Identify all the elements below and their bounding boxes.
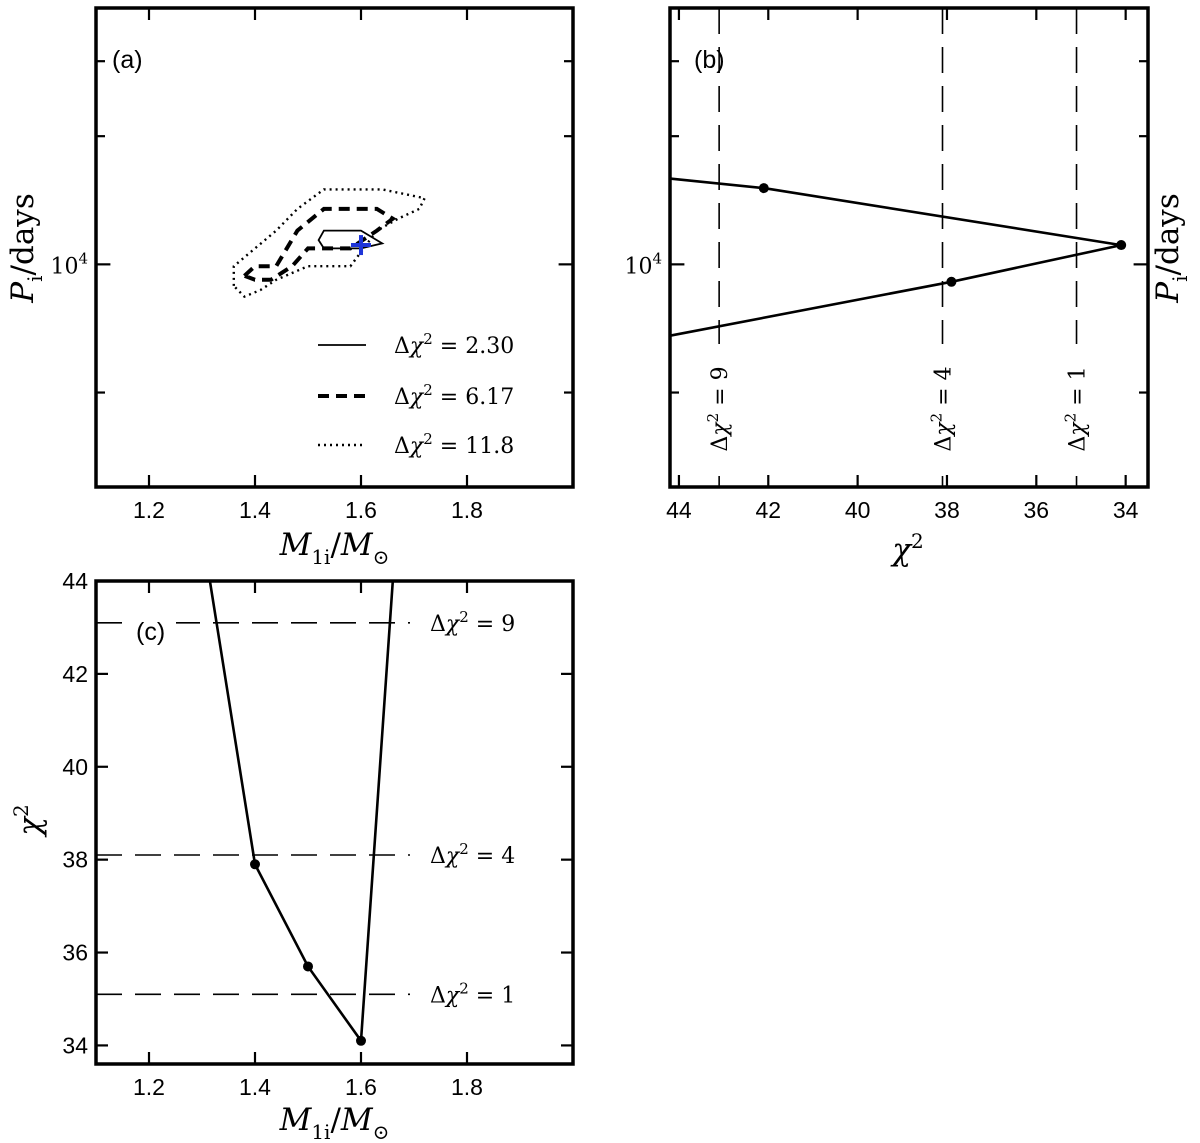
delta-chi2-label: Δχ2 = 1 — [1062, 366, 1091, 451]
panel-b: 44 42 40 38 36 34 104 (b) χ2 Pi/days Δχ2 = 9 Δχ2 = … — [624, 6, 1192, 568]
x-tick-label: 42 — [755, 497, 781, 523]
y-axis-label: Pi/days — [1150, 193, 1192, 303]
delta-chi2-label: Δχ2 = 9 — [430, 608, 515, 637]
chi2-curve — [669, 177, 1122, 337]
x-tick-label: 34 — [1113, 497, 1139, 523]
label-background — [704, 344, 735, 474]
panel-label: (b) — [694, 46, 725, 74]
plot-frame — [94, 579, 575, 1066]
panel-label: (c) — [136, 618, 165, 646]
y-tick-label: 40 — [62, 754, 88, 780]
x-tick-label: 40 — [845, 497, 871, 523]
chi2-curve — [208, 580, 395, 1045]
y-tick-label: 42 — [62, 661, 88, 687]
plot-frame — [668, 6, 1150, 489]
delta-chi2-label: Δχ2 = 4 — [928, 366, 957, 451]
y-axis-label: Pi/days — [5, 193, 47, 303]
contour-dotted — [232, 188, 427, 299]
data-point — [250, 859, 260, 870]
x-axis-label: χ2 — [890, 529, 924, 568]
contour-dashed — [240, 206, 397, 282]
y-axis-label: χ2 — [9, 804, 48, 838]
delta-chi2-label: Δχ2 = 1 — [430, 979, 515, 1008]
x-axis-label: M1i/M⊙ — [279, 527, 390, 569]
x-tick-label: 1.6 — [345, 1074, 377, 1100]
legend-entry: Δχ2 = 11.8 — [394, 430, 514, 459]
label-background — [927, 344, 958, 474]
x-tick-label: 1.4 — [239, 1074, 271, 1100]
panel-c: 1.2 1.4 1.6 1.8 34 36 38 40 42 44 M1i/M⊙ χ2 Δχ2 = 9 Δ… — [9, 568, 575, 1143]
y-tick-label: 104 — [624, 249, 662, 279]
plot-frame — [94, 6, 575, 489]
data-point — [1116, 240, 1127, 251]
x-tick-label: 1.8 — [451, 1074, 483, 1100]
legend-entry: Δχ2 = 2.30 — [394, 330, 514, 359]
x-tick-label: 44 — [666, 497, 692, 523]
label-background — [1061, 344, 1092, 474]
y-tick-label: 104 — [50, 249, 88, 279]
x-tick-label: 1.2 — [133, 497, 165, 523]
delta-chi2-label: Δχ2 = 9 — [704, 366, 733, 451]
x-axis-label: M1i/M⊙ — [279, 1102, 390, 1143]
x-tick-label: 38 — [934, 497, 960, 523]
x-tick-label: 1.2 — [133, 1074, 165, 1100]
y-tick-label: 34 — [62, 1032, 88, 1058]
y-tick-label: 44 — [62, 568, 88, 594]
data-point — [303, 961, 313, 972]
y-tick-label: 38 — [62, 847, 88, 873]
x-tick-label: 1.4 — [239, 497, 271, 523]
delta-chi2-label: Δχ2 = 4 — [430, 840, 515, 869]
legend-entry: Δχ2 = 6.17 — [394, 381, 514, 410]
y-tick-label: 36 — [62, 940, 88, 966]
x-tick-label: 1.6 — [345, 497, 377, 523]
x-tick-label: 36 — [1024, 497, 1050, 523]
data-point — [758, 183, 769, 194]
x-tick-label: 1.8 — [451, 497, 483, 523]
panel-label: (a) — [112, 46, 143, 74]
panel-a: 1.2 1.4 1.6 1.8 104 (a) M1i/M⊙ Pi/days Δχ2 = 2.3… — [5, 6, 575, 569]
label-background — [128, 612, 176, 648]
data-point — [946, 276, 957, 287]
data-point — [356, 1035, 366, 1046]
